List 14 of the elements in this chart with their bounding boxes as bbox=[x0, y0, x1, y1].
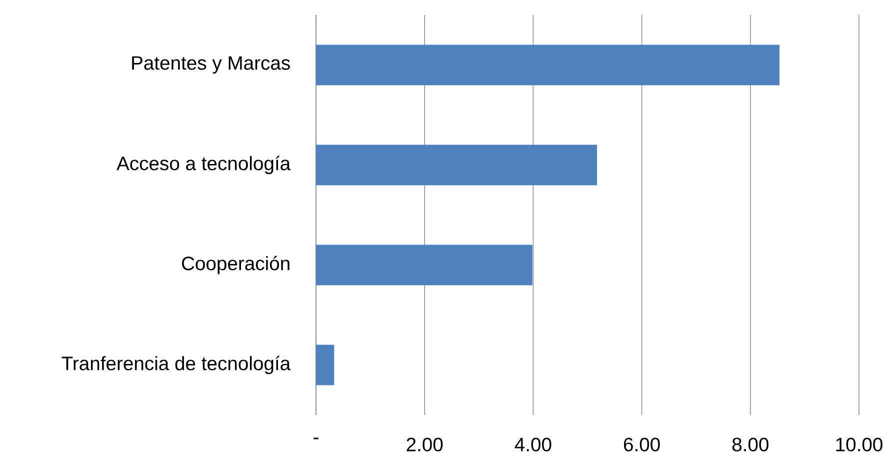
y-tick-label: Cooperación bbox=[182, 256, 290, 274]
x-tick-label: 10.00 bbox=[836, 438, 882, 452]
y-tick-label: Patentes y Marcas bbox=[132, 56, 290, 74]
x-tick-label: 6.00 bbox=[624, 438, 660, 452]
x-tick-label: 8.00 bbox=[732, 438, 768, 452]
bar bbox=[316, 144, 597, 186]
x-tick-label: 4.00 bbox=[514, 438, 552, 452]
y-tick-label: Tranferencia de tecnología bbox=[62, 356, 291, 374]
x-tick-label: - bbox=[314, 438, 318, 440]
bar bbox=[316, 244, 532, 286]
x-tick-label: 2.00 bbox=[406, 438, 443, 452]
y-tick-label: Acceso a tecnología bbox=[116, 156, 291, 174]
bar bbox=[316, 344, 334, 386]
bar bbox=[316, 44, 780, 86]
